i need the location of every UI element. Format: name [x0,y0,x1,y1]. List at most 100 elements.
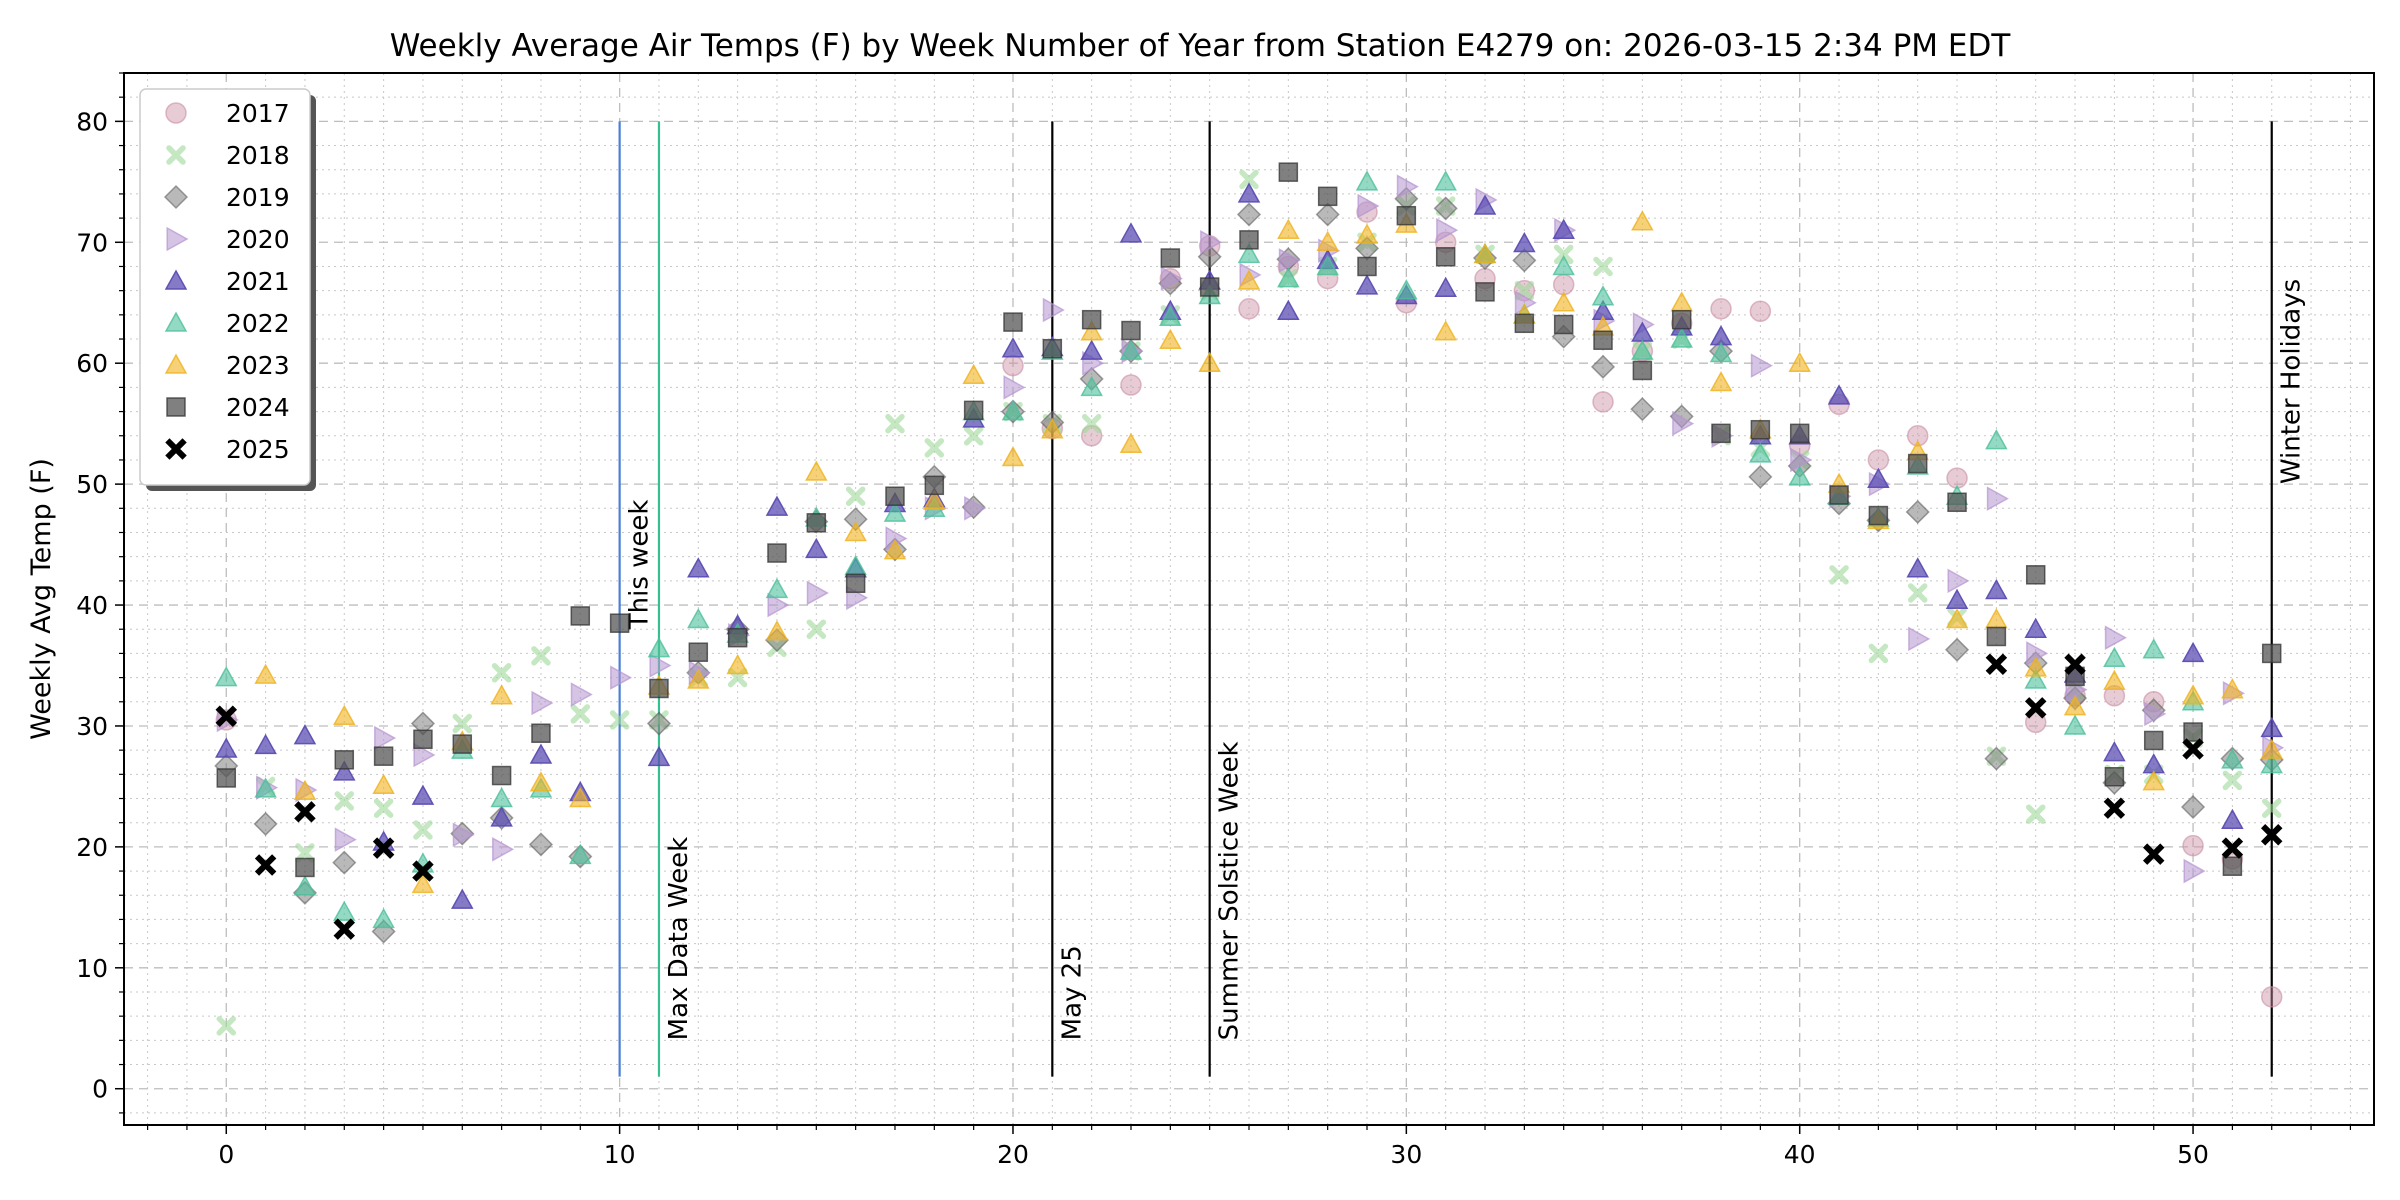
data-point [963,400,984,421]
data-point [413,742,436,768]
data-point [1829,485,1849,505]
data-point [528,832,554,857]
data-point [253,811,278,836]
data-point [333,918,356,940]
data-point [1120,374,1142,396]
y-tick-label: 0 [92,1075,108,1104]
data-point [166,397,186,417]
y-tick-label: 30 [76,712,108,741]
data-point [254,663,277,684]
legend: 2017 2018 2019 2020 2021 2022 2023 2024 2025 [139,88,316,491]
data-point [2222,770,2243,791]
data-point [1788,351,1811,372]
data-point [1198,351,1221,372]
x-tick-label: 50 [2177,1140,2209,1169]
x-tick-label: 10 [604,1140,636,1169]
data-point [1593,256,1613,277]
reference-line-label: Summer Solstice Week [1215,741,1245,1040]
data-point [1277,267,1300,288]
data-point [164,311,188,332]
data-point [806,580,829,606]
data-point [2025,565,2046,585]
y-tick-label: 40 [76,591,108,620]
data-point [2180,794,2206,820]
data-point [1357,193,1380,219]
data-point [1632,360,1653,381]
data-point [649,653,672,678]
data-point [1868,643,1889,664]
data-point [1355,274,1379,295]
data-point [2261,798,2282,818]
data-point [806,619,827,639]
data-point [166,145,186,165]
data-point [2221,808,2244,830]
data-point [1001,445,1025,467]
data-point [885,486,905,506]
data-point [1199,277,1220,297]
data-point [2024,697,2047,719]
data-point [492,837,515,862]
data-point [411,784,435,805]
chart-title: Weekly Average Air Temps (F) by Week Num… [390,28,2012,64]
data-point [491,663,512,683]
y-axis-label: Weekly Avg Temp (F) [26,458,57,740]
data-point [1710,298,1732,320]
data-point [569,843,592,865]
data-point [1436,217,1459,243]
data-point [1985,578,2008,600]
data-point [1986,626,2007,647]
data-point [293,724,317,745]
data-point [2221,678,2244,699]
y-tick-label: 60 [76,349,108,378]
data-point [2103,797,2126,819]
data-point [1985,653,2008,676]
data-point [529,743,553,764]
data-point [1749,442,1772,463]
data-point [1119,432,1143,453]
data-point [1159,328,1182,349]
data-point [767,592,790,618]
data-point [1788,465,1811,486]
data-point [413,729,433,750]
data-point [165,438,187,460]
data-point [1080,375,1103,397]
data-point [412,860,434,882]
data-point [647,745,671,767]
data-point [646,711,672,736]
data-point [1590,354,1616,379]
data-point [531,646,551,666]
data-point [1790,447,1813,473]
data-point [1355,170,1379,191]
data-point [609,613,630,633]
data-point [805,537,828,559]
data-point [1829,565,1849,585]
x-tick-label: 20 [997,1140,1029,1169]
data-point [373,746,394,766]
data-point [332,850,357,875]
data-point [411,872,435,894]
data-point [726,653,749,675]
data-point [1239,169,1259,190]
x-tick-label: 30 [1390,1140,1422,1169]
data-point [570,606,591,626]
data-point [2221,748,2244,769]
data-point [2181,641,2205,663]
data-point [1945,608,1969,629]
data-point [2024,617,2047,638]
data-point [1238,298,1260,320]
data-point [1160,266,1183,291]
data-point [413,820,433,840]
data-point [727,627,748,648]
reference-line-label: May 25 [1057,945,1087,1040]
data-point [1512,248,1537,273]
data-point [1119,339,1143,360]
data-point [765,577,789,599]
data-point [1513,231,1536,253]
data-point [165,102,187,124]
data-point [2182,738,2204,760]
data-point [1395,279,1418,300]
data-point [333,900,356,921]
data-point [1081,413,1102,434]
data-point [216,768,237,788]
